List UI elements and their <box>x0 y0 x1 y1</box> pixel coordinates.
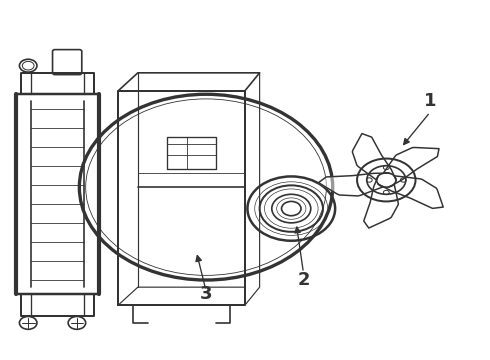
Polygon shape <box>352 134 396 180</box>
Polygon shape <box>364 176 398 228</box>
Polygon shape <box>318 173 390 196</box>
Text: 1: 1 <box>424 93 437 111</box>
Text: 3: 3 <box>200 285 212 303</box>
Polygon shape <box>378 176 443 208</box>
Text: 2: 2 <box>297 271 310 289</box>
Polygon shape <box>383 148 439 187</box>
